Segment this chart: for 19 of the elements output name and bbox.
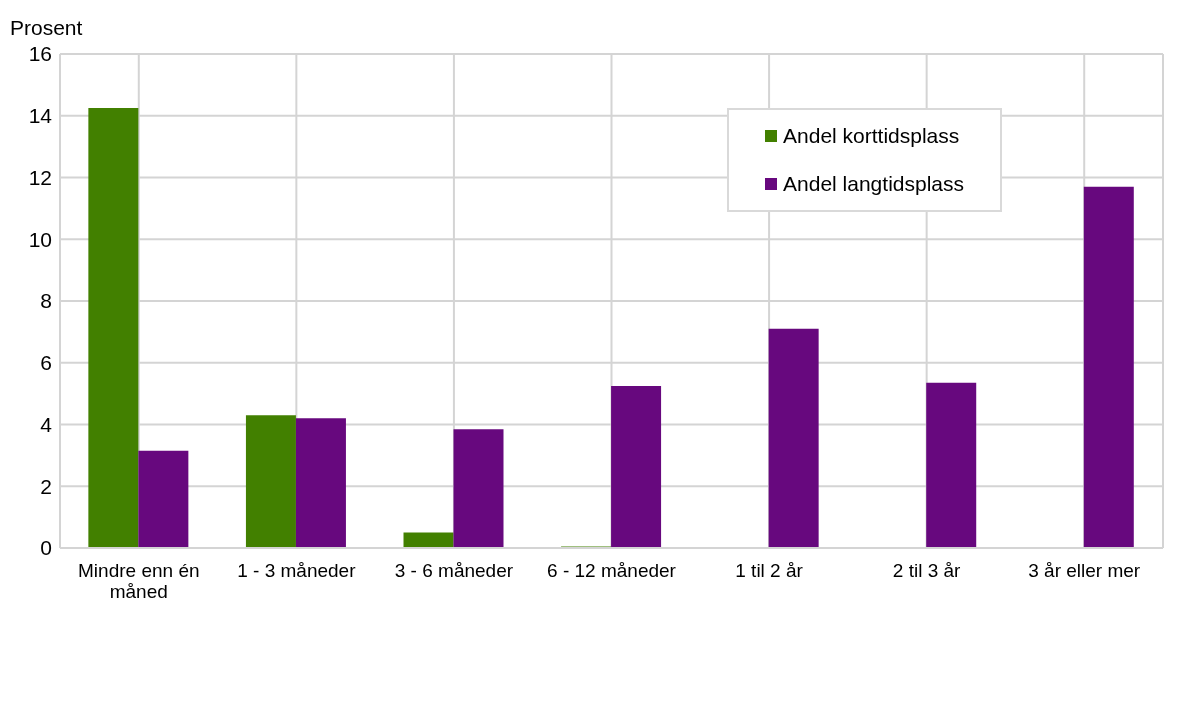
- y-tick-label: 10: [28, 227, 52, 251]
- x-tick-label: 2 til 3 år: [892, 560, 962, 582]
- x-tick-label: 3 - 6 måneder: [394, 560, 514, 582]
- y-axis-title: Prosent: [10, 16, 83, 40]
- y-tick-label: 0: [40, 536, 52, 560]
- x-tick-label: Mindre enn én måned: [78, 560, 200, 602]
- x-tick-label: 1 - 3 måneder: [237, 560, 357, 582]
- y-tick-label: 6: [40, 351, 52, 375]
- x-tick-label: 1 til 2 år: [735, 560, 804, 582]
- x-tick-label: 3 år eller mer: [1028, 560, 1141, 582]
- y-tick-label: 2: [40, 474, 52, 498]
- legend-label: Andel langtidsplass: [783, 172, 964, 196]
- y-tick-label: 4: [40, 412, 53, 436]
- legend-label: Andel korttidsplass: [783, 124, 960, 148]
- y-tick-label: 14: [28, 104, 53, 128]
- y-tick-label: 12: [28, 165, 52, 189]
- y-tick-label: 16: [28, 42, 52, 66]
- y-tick-label: 8: [40, 289, 52, 313]
- x-tick-label: 6 - 12 måneder: [547, 560, 677, 582]
